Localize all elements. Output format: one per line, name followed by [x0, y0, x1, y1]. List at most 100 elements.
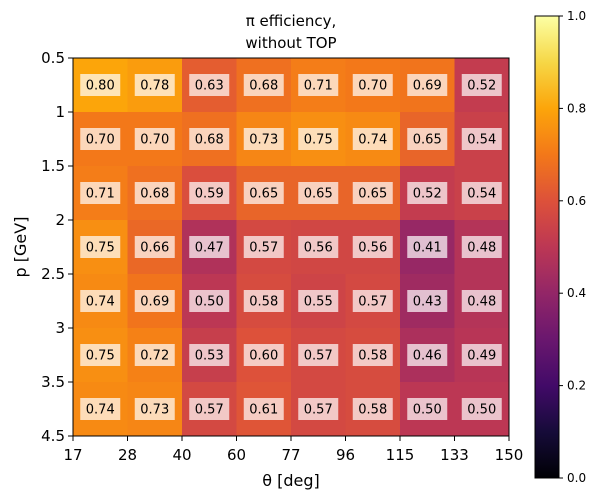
cell-value-label: 0.71 — [86, 187, 115, 202]
cell-value-label: 0.57 — [358, 295, 387, 310]
cell-label-box — [189, 182, 230, 204]
cell-value-label: 0.73 — [140, 403, 169, 418]
cell-value-label: 0.50 — [195, 295, 224, 310]
x-tick-label: 96 — [336, 446, 355, 464]
cell-label-box — [461, 236, 502, 258]
cell-label-box — [243, 344, 284, 366]
y-tick-label: 4.5 — [41, 427, 65, 445]
y-axis-label: p [GeV] — [11, 217, 30, 278]
cell-value-label: 0.75 — [304, 133, 333, 148]
x-tick-label: 28 — [118, 446, 137, 464]
cell-value-label: 0.68 — [249, 79, 278, 94]
cell-label-box — [189, 398, 230, 420]
cell-value-label: 0.69 — [413, 79, 442, 94]
cell-label-box — [407, 128, 448, 150]
cell-value-label: 0.41 — [413, 241, 442, 256]
colorbar-tick-label: 0.4 — [567, 286, 586, 300]
cell-value-label: 0.61 — [249, 403, 278, 418]
cell-label-box — [134, 290, 175, 312]
colorbar-tick-label: 1.0 — [567, 9, 586, 23]
cell-value-label: 0.72 — [140, 349, 169, 364]
cell-value-label: 0.47 — [195, 241, 224, 256]
y-tick-label: 1.5 — [41, 157, 65, 175]
cell-value-label: 0.70 — [140, 133, 169, 148]
y-tick-label: 0.5 — [41, 49, 65, 67]
cell-value-label: 0.68 — [140, 187, 169, 202]
colorbar — [534, 15, 560, 479]
cell-label-box — [352, 290, 393, 312]
cell-label-box — [407, 344, 448, 366]
cell-label-box — [189, 344, 230, 366]
cell-value-label: 0.71 — [304, 79, 333, 94]
cell-label-box — [80, 290, 121, 312]
cell-value-label: 0.53 — [195, 349, 224, 364]
cell-label-box — [243, 398, 284, 420]
cell-label-box — [461, 74, 502, 96]
cell-label-box — [134, 74, 175, 96]
cell-label-box — [243, 290, 284, 312]
x-tick-label: 17 — [63, 446, 82, 464]
cell-label-box — [407, 290, 448, 312]
cell-value-label: 0.68 — [195, 133, 224, 148]
cell-value-label: 0.48 — [467, 241, 496, 256]
x-axis-ticks: 17 28 40 60 77 96 115 133 150 — [63, 436, 523, 464]
x-tick-label: 133 — [440, 446, 469, 464]
cell-label-box — [352, 128, 393, 150]
cell-value-label: 0.43 — [413, 295, 442, 310]
cell-label-box — [80, 128, 121, 150]
chart-title-line-2: without TOP — [245, 34, 336, 52]
cell-value-label: 0.50 — [413, 403, 442, 418]
cell-value-label: 0.69 — [140, 295, 169, 310]
cell-label-box — [298, 128, 339, 150]
cell-label-box — [352, 344, 393, 366]
cell-value-label: 0.56 — [358, 241, 387, 256]
cell-label-box — [243, 128, 284, 150]
heatmap-cell-labels: 0.80 0.78 0.63 0.68 0.71 0.70 0.69 0.52 0.70 0.70… — [80, 74, 502, 420]
y-tick-label: 2.5 — [41, 265, 65, 283]
cell-value-label: 0.52 — [413, 187, 442, 202]
cell-value-label: 0.56 — [304, 241, 333, 256]
cell-label-box — [461, 398, 502, 420]
cell-label-box — [461, 128, 502, 150]
cell-value-label: 0.55 — [304, 295, 333, 310]
cell-value-label: 0.46 — [413, 349, 442, 364]
x-tick-label: 115 — [386, 446, 415, 464]
cell-label-box — [352, 182, 393, 204]
cell-value-label: 0.48 — [467, 295, 496, 310]
x-axis-label: θ [deg] — [262, 471, 320, 490]
cell-label-box — [298, 398, 339, 420]
cell-value-label: 0.65 — [304, 187, 333, 202]
colorbar-tick-label: 0.0 — [567, 471, 586, 485]
cell-value-label: 0.59 — [195, 187, 224, 202]
cell-label-box — [352, 74, 393, 96]
cell-label-box — [461, 182, 502, 204]
cell-label-box — [134, 398, 175, 420]
cell-value-label: 0.75 — [86, 241, 115, 256]
cell-label-box — [134, 344, 175, 366]
cell-label-box — [80, 74, 121, 96]
x-tick-label: 40 — [172, 446, 191, 464]
cell-label-box — [189, 290, 230, 312]
cell-label-box — [298, 74, 339, 96]
cell-label-box — [461, 290, 502, 312]
cell-value-label: 0.70 — [86, 133, 115, 148]
x-tick-label: 150 — [495, 446, 524, 464]
cell-value-label: 0.63 — [195, 79, 224, 94]
cell-label-box — [298, 290, 339, 312]
cell-label-box — [80, 236, 121, 258]
cell-value-label: 0.58 — [358, 349, 387, 364]
cell-value-label: 0.54 — [467, 187, 496, 202]
cell-label-box — [407, 236, 448, 258]
cell-value-label: 0.75 — [86, 349, 115, 364]
cell-value-label: 0.57 — [195, 403, 224, 418]
y-tick-label: 1 — [55, 103, 65, 121]
cell-label-box — [407, 182, 448, 204]
cell-label-box — [243, 74, 284, 96]
cell-label-box — [298, 182, 339, 204]
cell-value-label: 0.58 — [249, 295, 278, 310]
cell-label-box — [189, 236, 230, 258]
cell-value-label: 0.74 — [86, 295, 115, 310]
cell-value-label: 0.57 — [249, 241, 278, 256]
cell-label-box — [352, 236, 393, 258]
